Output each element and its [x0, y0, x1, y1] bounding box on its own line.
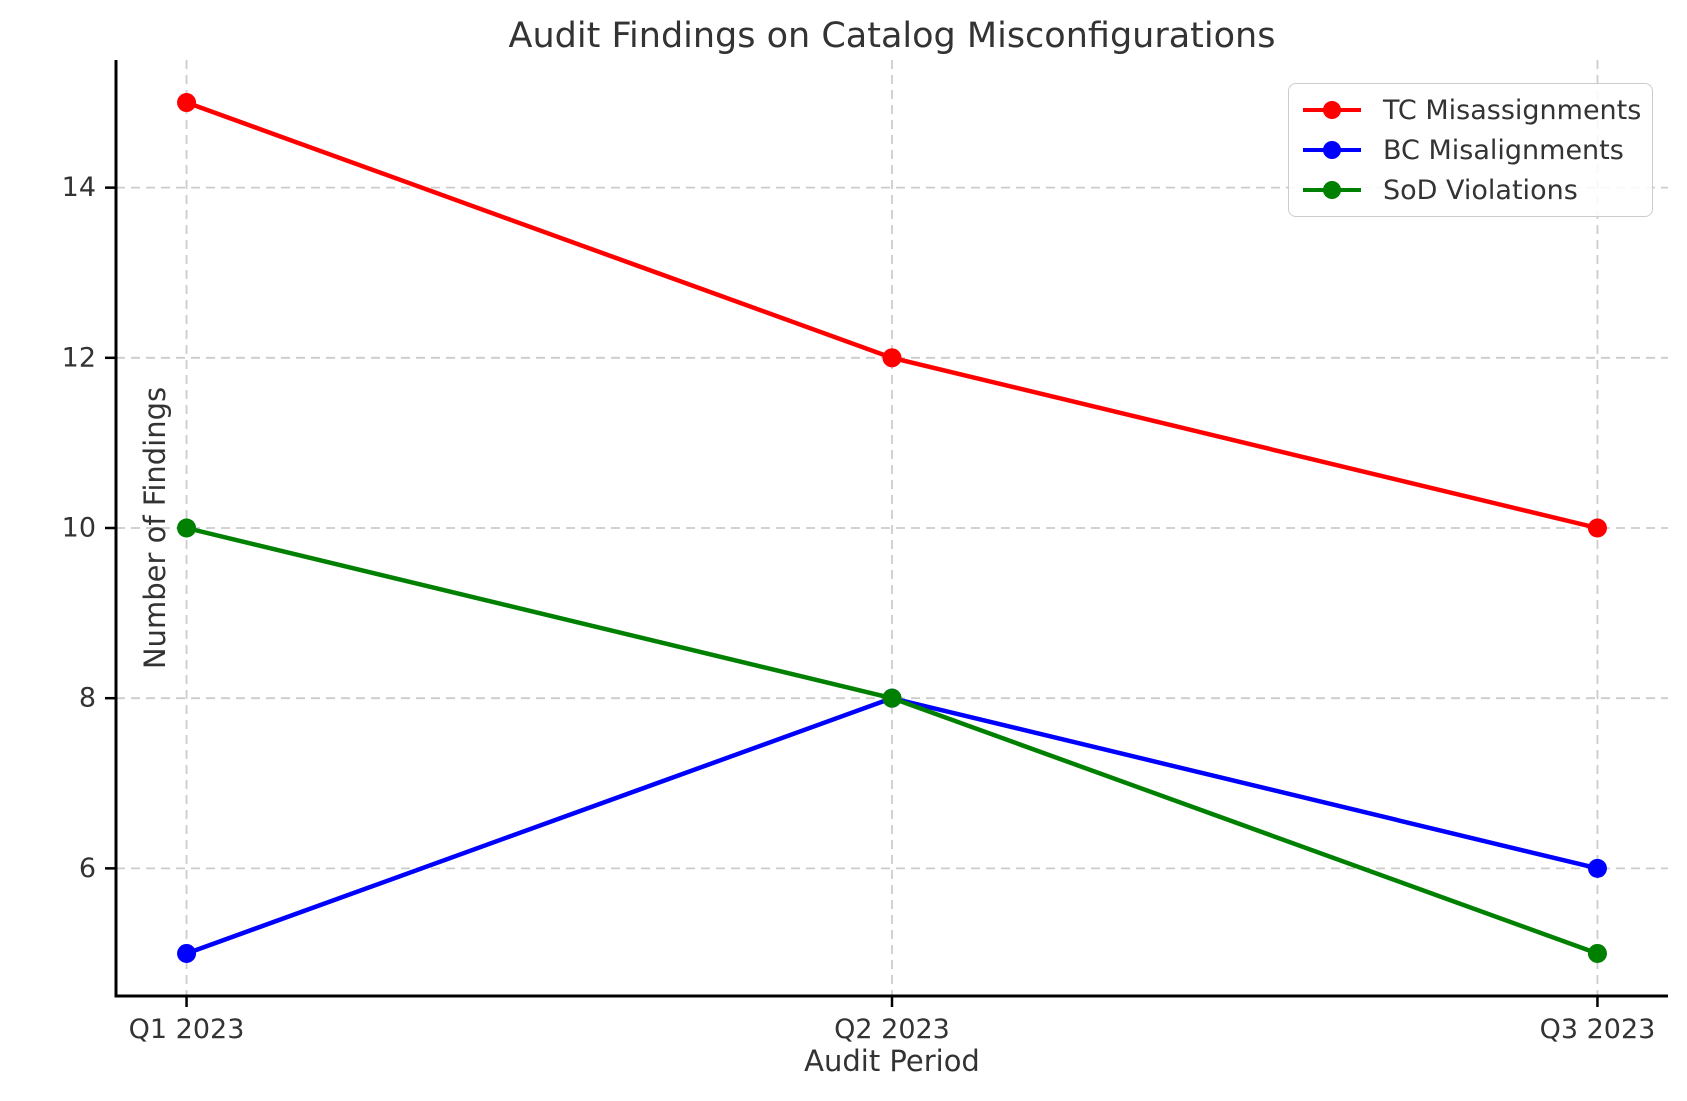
legend-label: BC Misalignments	[1383, 134, 1624, 166]
y-tick-label: 14	[62, 172, 96, 203]
data-point	[177, 93, 197, 113]
legend-label: SoD Violations	[1383, 174, 1578, 206]
legend-swatch-icon	[1303, 101, 1361, 119]
legend: TC Misassignments BC Misalignments SoD V…	[1288, 83, 1653, 217]
y-tick-label: 8	[79, 683, 96, 714]
legend-swatch-icon	[1303, 141, 1361, 159]
data-point	[177, 518, 197, 538]
data-point	[1587, 518, 1607, 538]
legend-item: BC Misalignments	[1301, 135, 1640, 166]
y-axis-label: Number of Findings	[138, 386, 173, 670]
data-point	[177, 943, 197, 963]
y-tick-label: 12	[62, 342, 96, 373]
legend-label: TC Misassignments	[1383, 94, 1642, 126]
legend-swatch-icon	[1303, 181, 1361, 199]
data-point	[1587, 858, 1607, 878]
chart-title: Audit Findings on Catalog Misconfigurati…	[508, 16, 1276, 56]
data-point	[882, 688, 902, 708]
legend-item: SoD Violations	[1301, 175, 1640, 206]
legend-item: TC Misassignments	[1301, 94, 1642, 126]
x-axis-label: Audit Period	[804, 1044, 980, 1078]
x-tick-label: Q2 2023	[834, 1014, 950, 1045]
y-tick-label: 10	[62, 513, 96, 544]
y-tick-label: 6	[79, 853, 96, 884]
data-point	[1587, 943, 1607, 963]
data-point	[882, 348, 902, 368]
x-tick-label: Q3 2023	[1540, 1014, 1656, 1045]
x-tick-label: Q1 2023	[129, 1014, 245, 1045]
